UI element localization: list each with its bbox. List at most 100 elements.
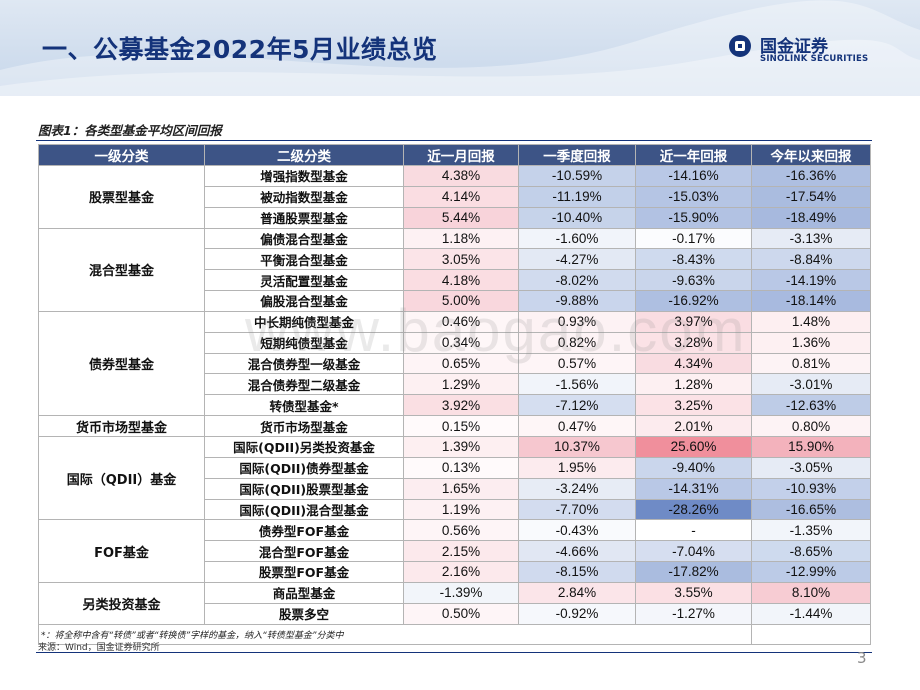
return-value: -16.36%: [751, 165, 871, 187]
return-value: 2.16%: [403, 561, 519, 583]
column-header: 一级分类: [38, 144, 205, 166]
return-value: 4.18%: [403, 269, 519, 292]
return-value: -16.92%: [635, 290, 752, 312]
return-value: 0.46%: [403, 310, 519, 333]
table-body: 股票型基金 增强指数型基金 4.38% -10.59% -14.16% -16.36% 被动…: [38, 165, 871, 646]
return-value: 3.97%: [635, 310, 752, 333]
return-value: 0.47%: [518, 415, 636, 437]
table-row: FOF基金 债券型FOF基金 0.56% -0.43% - -1.35%: [38, 519, 871, 583]
table-row: 灵活配置型基金 4.18% -8.02% -9.63% -14.19%: [39, 269, 871, 292]
return-value: 1.19%: [403, 498, 519, 521]
primary-category: FOF基金: [38, 519, 205, 583]
return-value: -7.70%: [518, 498, 636, 521]
return-value: 0.65%: [403, 352, 519, 375]
return-value: 0.34%: [403, 331, 519, 354]
bottom-divider: [36, 652, 872, 653]
secondary-category: 股票多空: [204, 602, 404, 625]
return-value: 5.00%: [403, 290, 519, 312]
return-value: -3.24%: [518, 477, 636, 500]
return-value: -3.13%: [751, 227, 871, 250]
return-value: 3.05%: [403, 248, 519, 271]
return-value: -14.19%: [751, 269, 871, 292]
return-value: 2.15%: [403, 540, 519, 563]
return-value: -12.63%: [751, 394, 871, 417]
page-title: 一、公募基金2022年5月业绩总览: [42, 35, 438, 64]
slide-header: 一、公募基金2022年5月业绩总览 国金证券 SINOLINK SECURITI…: [0, 0, 920, 96]
return-value: -0.17%: [635, 227, 752, 250]
table-row: 普通股票型基金 5.44% -10.40% -15.90% -18.49%: [39, 206, 871, 229]
return-value: -11.19%: [518, 185, 636, 208]
footnote: *：将全称中含有“转债”或者“转换债”字样的基金，纳入“转债型基金”分类中: [38, 623, 752, 646]
table-row: 被动指数型基金 4.14% -11.19% -15.03% -17.54%: [39, 185, 871, 208]
secondary-category: 商品型基金: [204, 581, 404, 604]
primary-category: 混合型基金: [38, 227, 205, 312]
return-value: 1.39%: [403, 435, 519, 458]
primary-category: 债券型基金: [38, 310, 205, 417]
secondary-category: 股票型FOF基金: [204, 561, 404, 583]
footnote-row: *：将全称中含有“转债”或者“转换债”字样的基金，纳入“转债型基金”分类中: [38, 623, 871, 646]
secondary-category: 混合型FOF基金: [204, 540, 404, 563]
figure-title: 图表1：各类型基金平均区间回报: [38, 123, 222, 138]
return-value: -10.40%: [518, 206, 636, 229]
return-value: -9.63%: [635, 269, 752, 292]
table-header-row: 一级分类 二级分类 近一月回报 一季度回报 近一年回报 今年以来回报: [38, 144, 871, 166]
table-row: 债券型基金 中长期纯债型基金 0.46% 0.93% 3.97% 1.48%: [38, 310, 871, 417]
primary-category: 货币市场型基金: [38, 415, 205, 437]
table-row: 股票型FOF基金 2.16% -8.15% -17.82% -12.99%: [39, 561, 871, 583]
table-row: 混合型FOF基金 2.15% -4.66% -7.04% -8.65%: [39, 540, 871, 563]
return-value: -1.60%: [518, 227, 636, 250]
return-value: 10.37%: [518, 435, 636, 458]
header-wave-decoration: [0, 0, 920, 96]
return-value: -3.05%: [751, 456, 871, 479]
secondary-category: 平衡混合型基金: [204, 248, 404, 271]
return-value: -7.12%: [518, 394, 636, 417]
return-value: 4.38%: [403, 165, 519, 187]
table-row: 股票多空 0.50% -0.92% -1.27% -1.44%: [39, 602, 871, 625]
source-note: 来源：Wind，国金证券研究所: [38, 643, 160, 653]
return-value: -1.56%: [518, 373, 636, 396]
table-row: 混合型基金 偏债混合型基金 1.18% -1.60% -0.17% -3.13%: [38, 227, 871, 312]
table-row: 混合债券型二级基金 1.29% -1.56% 1.28% -3.01%: [39, 373, 871, 396]
secondary-category: 增强指数型基金: [204, 165, 404, 187]
return-value: -15.03%: [635, 185, 752, 208]
return-value: -9.88%: [518, 290, 636, 312]
return-value: 0.93%: [518, 310, 636, 333]
primary-category: 国际（QDII）基金: [38, 435, 205, 521]
return-value: -9.40%: [635, 456, 752, 479]
return-value: 8.10%: [751, 581, 871, 604]
return-value: -8.02%: [518, 269, 636, 292]
secondary-category: 普通股票型基金: [204, 206, 404, 229]
return-value: -8.84%: [751, 248, 871, 271]
secondary-category: 转债型基金*: [204, 394, 404, 417]
fund-performance-table: 一级分类 二级分类 近一月回报 一季度回报 近一年回报 今年以来回报 股票型基金…: [38, 144, 871, 646]
return-value: 0.80%: [751, 415, 871, 437]
return-value: -17.54%: [751, 185, 871, 208]
return-value: -8.65%: [751, 540, 871, 563]
return-value: 0.56%: [403, 519, 519, 542]
return-value: -16.65%: [751, 498, 871, 521]
return-value: 1.28%: [635, 373, 752, 396]
table-row: 货币市场型基金 货币市场型基金 0.15% 0.47% 2.01% 0.80%: [38, 415, 871, 437]
return-value: 3.28%: [635, 331, 752, 354]
column-header: 一季度回报: [518, 144, 636, 166]
secondary-category: 国际(QDII)另类投资基金: [204, 435, 404, 458]
return-value: 15.90%: [751, 435, 871, 458]
table-row: 国际(QDII)混合型基金 1.19% -7.70% -28.26% -16.65%: [39, 498, 871, 521]
return-value: 3.25%: [635, 394, 752, 417]
secondary-category: 中长期纯债型基金: [204, 310, 404, 333]
table-row: 偏股混合型基金 5.00% -9.88% -16.92% -18.14%: [39, 290, 871, 312]
return-value: 1.18%: [403, 227, 519, 250]
logo-chinese-name: 国金证券: [760, 37, 828, 57]
return-value: -12.99%: [751, 561, 871, 583]
table-row: 另类投资基金 商品型基金 -1.39% 2.84% 3.55% 8.10%: [38, 581, 871, 625]
top-divider: [36, 140, 872, 141]
return-value: -7.04%: [635, 540, 752, 563]
return-value: -10.59%: [518, 165, 636, 187]
return-value: -1.39%: [403, 581, 519, 604]
return-value: -10.93%: [751, 477, 871, 500]
return-value: 3.92%: [403, 394, 519, 417]
company-logo: 国金证券 SINOLINK SECURITIES: [728, 32, 898, 72]
table-row: 股票型基金 增强指数型基金 4.38% -10.59% -14.16% -16.36%: [38, 165, 871, 229]
return-value: 4.34%: [635, 352, 752, 375]
column-header: 二级分类: [204, 144, 404, 166]
